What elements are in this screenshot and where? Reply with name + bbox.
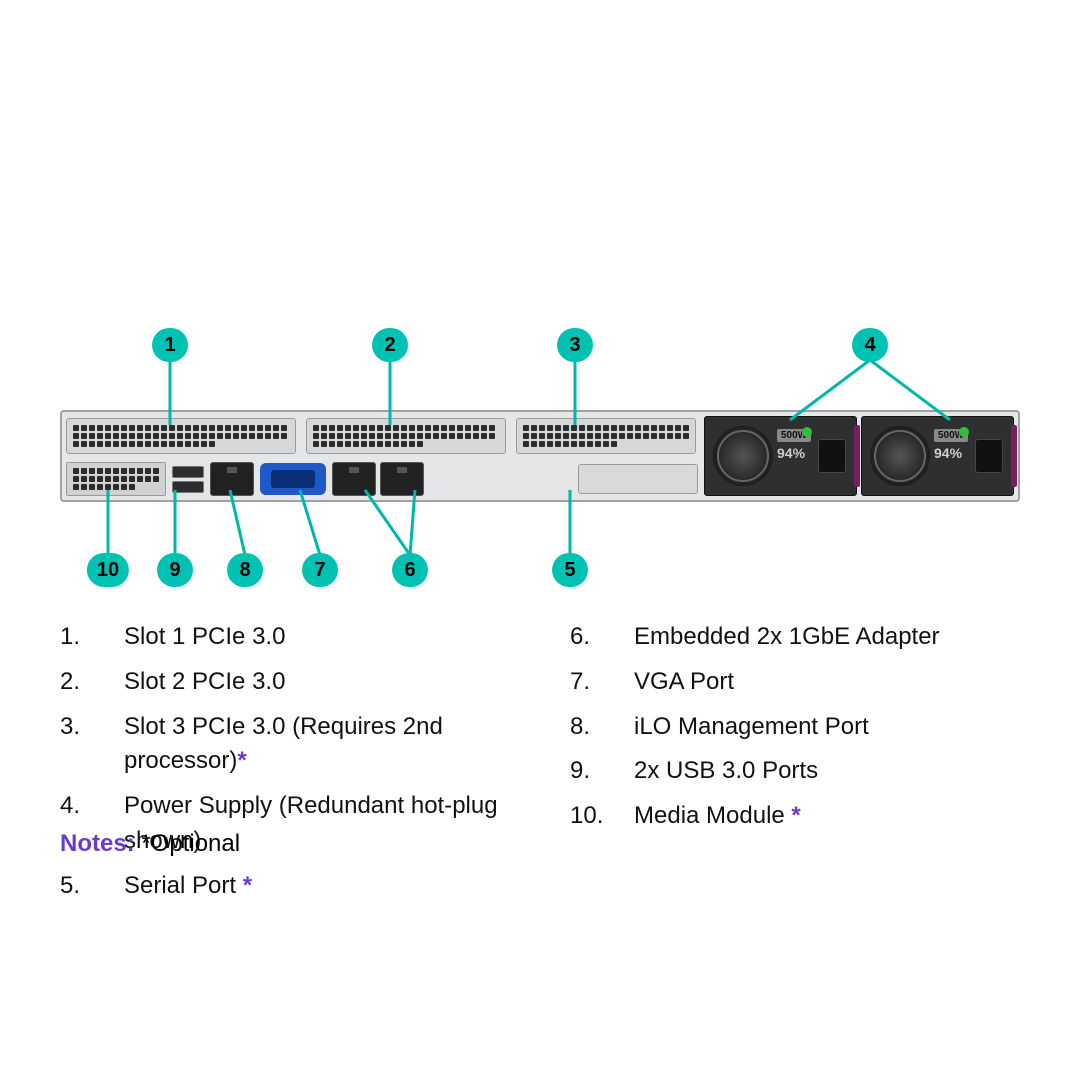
fan-icon [713, 426, 773, 486]
gbe-adapter [332, 462, 424, 496]
callout-bubble-4: 4 [852, 328, 888, 362]
callout-bubble-3: 3 [557, 328, 593, 362]
callout-bubble-2: 2 [372, 328, 408, 362]
vga-port [260, 463, 326, 495]
legend-num: 7. [570, 665, 610, 700]
notes: Notes: *Optional [60, 830, 240, 858]
legend-text: Slot 1 PCIe 3.0 [124, 620, 285, 655]
media-module [66, 462, 166, 496]
psu-2: 500W 94% [861, 416, 1014, 496]
fan-icon [870, 426, 930, 486]
psu-efficiency: 94% [777, 445, 805, 461]
legend-text: Serial Port * [124, 869, 252, 904]
optional-star: * [791, 802, 800, 829]
callout-bubble-5: 5 [552, 553, 588, 587]
callout-bubble-8: 8 [227, 553, 263, 587]
legend-num: 6. [570, 620, 610, 655]
server-rear-chassis: 500W 94% 500W 94% [60, 410, 1020, 502]
legend-row: 2. Slot 2 PCIe 3.0 [60, 665, 510, 700]
pcie-slot-3 [516, 418, 696, 454]
callout-bubble-9: 9 [157, 553, 193, 587]
legend-row: 10. Media Module * [570, 799, 1020, 834]
legend-num: 3. [60, 710, 100, 780]
optional-star: * [243, 872, 252, 899]
legend-row: 7. VGA Port [570, 665, 1020, 700]
callout-bubble-6: 6 [392, 553, 428, 587]
legend-text: 2x USB 3.0 Ports [634, 754, 818, 789]
legend-row: 9. 2x USB 3.0 Ports [570, 754, 1020, 789]
pcie-slot-2 [306, 418, 506, 454]
optional-star: * [237, 747, 246, 774]
serial-port [578, 464, 698, 494]
legend-text: Media Module * [634, 799, 801, 834]
psu-led-icon [802, 427, 812, 437]
legend-text: iLO Management Port [634, 710, 869, 745]
psu-1: 500W 94% [704, 416, 857, 496]
legend-num: 2. [60, 665, 100, 700]
psu-area: 500W 94% 500W 94% [704, 416, 1014, 496]
psu-handle [854, 425, 860, 487]
ilo-port [210, 462, 254, 496]
server-bottom-row [66, 460, 698, 498]
usb-ports [172, 462, 204, 496]
legend-num: 9. [570, 754, 610, 789]
legend-num: 5. [60, 869, 100, 904]
pcie-slot-1 [66, 418, 296, 454]
legend-row: 6. Embedded 2x 1GbE Adapter [570, 620, 1020, 655]
callout-bubble-10: 10 [87, 553, 129, 587]
legend: 1. Slot 1 PCIe 3.0 2. Slot 2 PCIe 3.0 3. Slot… [60, 620, 1020, 914]
psu-handle [1011, 425, 1017, 487]
legend-text: Embedded 2x 1GbE Adapter [634, 620, 940, 655]
legend-row: 5. Serial Port * [60, 869, 510, 904]
callout-bubble-1: 1 [152, 328, 188, 362]
legend-row: 3. Slot 3 PCIe 3.0 (Requires 2nd processo… [60, 710, 510, 780]
legend-num: 10. [570, 799, 610, 834]
legend-col-right: 6. Embedded 2x 1GbE Adapter 7. VGA Port 8. iL… [570, 620, 1020, 914]
legend-col-left: 1. Slot 1 PCIe 3.0 2. Slot 2 PCIe 3.0 3. Slot… [60, 620, 510, 914]
legend-num: 8. [570, 710, 610, 745]
legend-num: 1. [60, 620, 100, 655]
legend-row: 8. iLO Management Port [570, 710, 1020, 745]
power-plug-icon [818, 439, 846, 473]
callout-bubble-7: 7 [302, 553, 338, 587]
legend-row: 1. Slot 1 PCIe 3.0 [60, 620, 510, 655]
diagram-stage: 500W 94% 500W 94% 1 2 3 4 10 98 7 5 6 1. Slot 1 P… [0, 0, 1080, 1080]
legend-text: Slot 3 PCIe 3.0 (Requires 2nd processor)… [124, 710, 510, 780]
power-plug-icon [975, 439, 1003, 473]
callout-lines [0, 0, 1080, 1080]
psu-efficiency: 94% [934, 445, 962, 461]
psu-led-icon [959, 427, 969, 437]
legend-text: VGA Port [634, 665, 734, 700]
legend-text: Slot 2 PCIe 3.0 [124, 665, 285, 700]
notes-label: Notes: [60, 830, 141, 857]
notes-text: *Optional [141, 830, 240, 857]
